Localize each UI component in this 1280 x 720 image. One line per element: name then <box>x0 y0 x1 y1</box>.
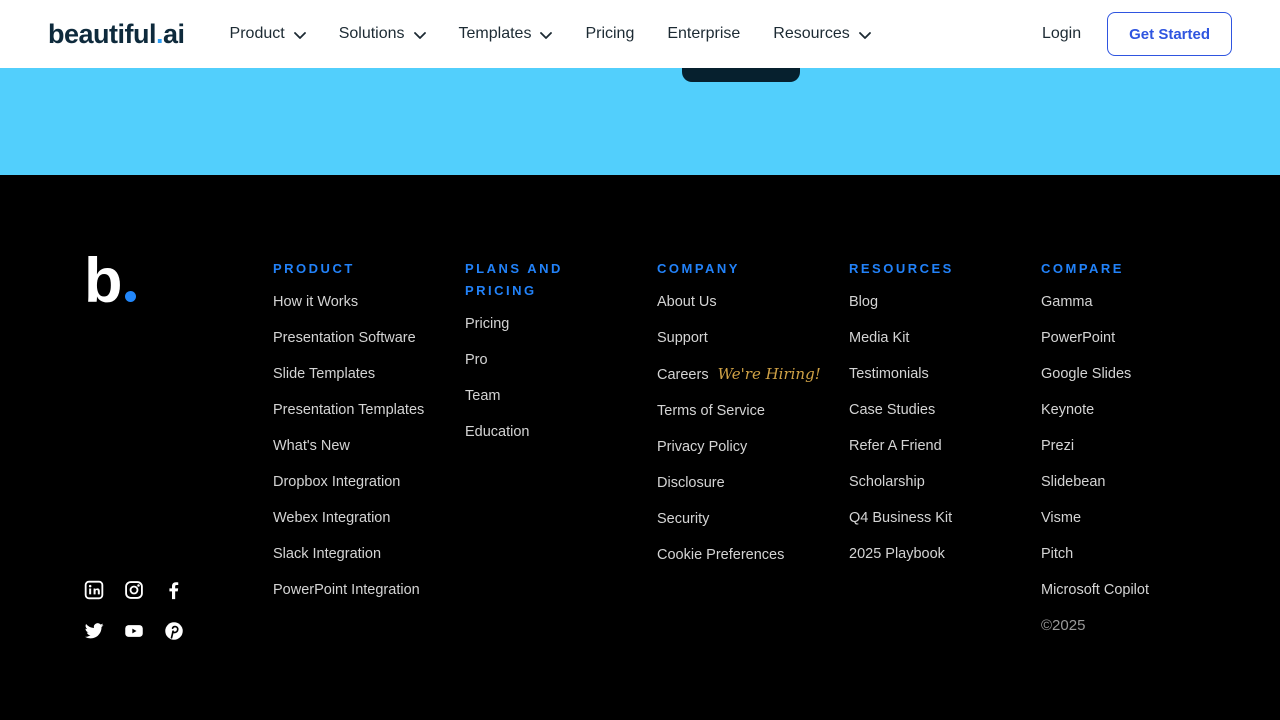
footer-link-powerpoint-integration[interactable]: PowerPoint Integration <box>273 582 420 598</box>
pinterest-icon[interactable] <box>164 621 184 641</box>
footer-link-powerpoint[interactable]: PowerPoint <box>1041 330 1116 346</box>
footer-column-title: COMPARE <box>1041 261 1124 276</box>
copyright: ©2025 <box>1041 617 1086 634</box>
nav-item-product[interactable]: Product <box>230 25 306 43</box>
footer-link-q4-business-kit[interactable]: Q4 Business Kit <box>849 510 953 526</box>
footer-logo-dot-icon <box>125 291 137 302</box>
nav-right: Login Get Started <box>1042 12 1232 56</box>
chevron-down-icon <box>858 31 871 39</box>
footer-link-gamma[interactable]: Gamma <box>1041 294 1093 310</box>
footer-link-refer-a-friend[interactable]: Refer A Friend <box>849 438 942 454</box>
footer-link-dropbox-integration[interactable]: Dropbox Integration <box>273 474 401 490</box>
hiring-badge: We're Hiring! <box>717 365 821 383</box>
footer-link-2025-playbook[interactable]: 2025 Playbook <box>849 546 945 562</box>
facebook-icon[interactable] <box>164 580 184 600</box>
footer-column-title: RESOURCES <box>849 261 954 276</box>
footer-link-how-it-works[interactable]: How it Works <box>273 294 359 310</box>
footer-column-product: PRODUCT How it Works Presentation Software… <box>273 258 465 634</box>
footer-logo-column: b <box>84 250 273 313</box>
footer: b PRODUCT How it Works Presentation Softwa… <box>0 175 1280 720</box>
footer-link-careers[interactable]: Careers We're Hiring! <box>657 365 821 383</box>
footer-link-cookie-preferences[interactable]: Cookie Preferences <box>657 547 785 563</box>
footer-link-security[interactable]: Security <box>657 511 710 527</box>
footer-link-support[interactable]: Support <box>657 330 708 346</box>
footer-link-webex-integration[interactable]: Webex Integration <box>273 510 391 526</box>
youtube-icon[interactable] <box>124 621 144 641</box>
footer-link-terms-of-service[interactable]: Terms of Service <box>657 403 765 419</box>
footer-link-google-slides[interactable]: Google Slides <box>1041 366 1132 382</box>
footer-column-company: COMPANY About Us Support Careers We're Hirin… <box>657 258 849 634</box>
logo-text-suffix: ai <box>163 18 185 49</box>
footer-link-blog[interactable]: Blog <box>849 294 879 310</box>
nav-item-pricing[interactable]: Pricing <box>585 25 635 42</box>
footer-link-pitch[interactable]: Pitch <box>1041 546 1074 562</box>
footer-link-pro[interactable]: Pro <box>465 352 488 368</box>
chevron-down-icon <box>540 31 553 39</box>
nav-item-solutions[interactable]: Solutions <box>339 25 426 43</box>
footer-link-keynote[interactable]: Keynote <box>1041 402 1095 418</box>
twitter-icon[interactable] <box>84 621 104 641</box>
logo[interactable]: beautiful.ai <box>48 19 185 50</box>
logo-text-main: beautiful <box>48 18 157 49</box>
logo-dot: . <box>156 18 164 49</box>
footer-column-compare: COMPARE Gamma PowerPoint Google Slides Keyno… <box>1041 258 1233 634</box>
footer-link-what-s-new[interactable]: What's New <box>273 438 350 454</box>
nav-item-templates[interactable]: Templates <box>459 25 553 43</box>
login-link[interactable]: Login <box>1041 25 1082 42</box>
footer-link-media-kit[interactable]: Media Kit <box>849 330 910 346</box>
footer-link-pricing[interactable]: Pricing <box>465 316 510 332</box>
get-started-button[interactable]: Get Started <box>1107 12 1232 56</box>
hero-cta-button[interactable] <box>682 68 800 82</box>
footer-link-privacy-policy[interactable]: Privacy Policy <box>657 439 748 455</box>
footer-column-title: PLANS AND PRICING <box>465 261 563 298</box>
nav-item-resources[interactable]: Resources <box>773 25 871 43</box>
social-links <box>84 580 184 641</box>
footer-columns: PRODUCT How it Works Presentation Software… <box>273 258 1233 634</box>
top-nav: beautiful.ai Product Solutions Templates Pr… <box>0 0 1280 68</box>
footer-link-testimonials[interactable]: Testimonials <box>849 366 929 382</box>
linkedin-icon[interactable] <box>84 580 104 600</box>
footer-link-slack-integration[interactable]: Slack Integration <box>273 546 382 562</box>
instagram-icon[interactable] <box>124 580 144 600</box>
footer-link-about-us[interactable]: About Us <box>657 294 717 310</box>
nav-item-enterprise[interactable]: Enterprise <box>667 25 741 42</box>
footer-link-scholarship[interactable]: Scholarship <box>849 474 925 490</box>
footer-link-prezi[interactable]: Prezi <box>1041 438 1075 454</box>
footer-column-title: PRODUCT <box>273 261 355 276</box>
footer-column-resources: RESOURCES Blog Media Kit Testimonials Case S… <box>849 258 1041 634</box>
footer-link-microsoft-copilot[interactable]: Microsoft Copilot <box>1041 582 1149 598</box>
footer-link-disclosure[interactable]: Disclosure <box>657 475 725 491</box>
footer-link-presentation-templates[interactable]: Presentation Templates <box>273 402 425 418</box>
footer-link-slidebean[interactable]: Slidebean <box>1041 474 1106 490</box>
footer-logo[interactable]: b <box>84 250 273 313</box>
chevron-down-icon <box>413 31 426 39</box>
footer-link-presentation-software[interactable]: Presentation Software <box>273 330 416 346</box>
footer-link-education[interactable]: Education <box>465 424 530 440</box>
nav-menu: Product Solutions Templates Pricing Enterpri… <box>230 25 871 43</box>
footer-logo-letter: b <box>84 246 123 316</box>
footer-link-case-studies[interactable]: Case Studies <box>849 402 936 418</box>
footer-column-plans-and-pricing: PLANS AND PRICING Pricing Pro Team Education <box>465 258 657 634</box>
footer-link-slide-templates[interactable]: Slide Templates <box>273 366 376 382</box>
chevron-down-icon <box>293 31 306 39</box>
hero-section <box>0 68 1280 175</box>
footer-link-visme[interactable]: Visme <box>1041 510 1082 526</box>
footer-column-title: COMPANY <box>657 261 740 276</box>
footer-link-team[interactable]: Team <box>465 388 501 404</box>
